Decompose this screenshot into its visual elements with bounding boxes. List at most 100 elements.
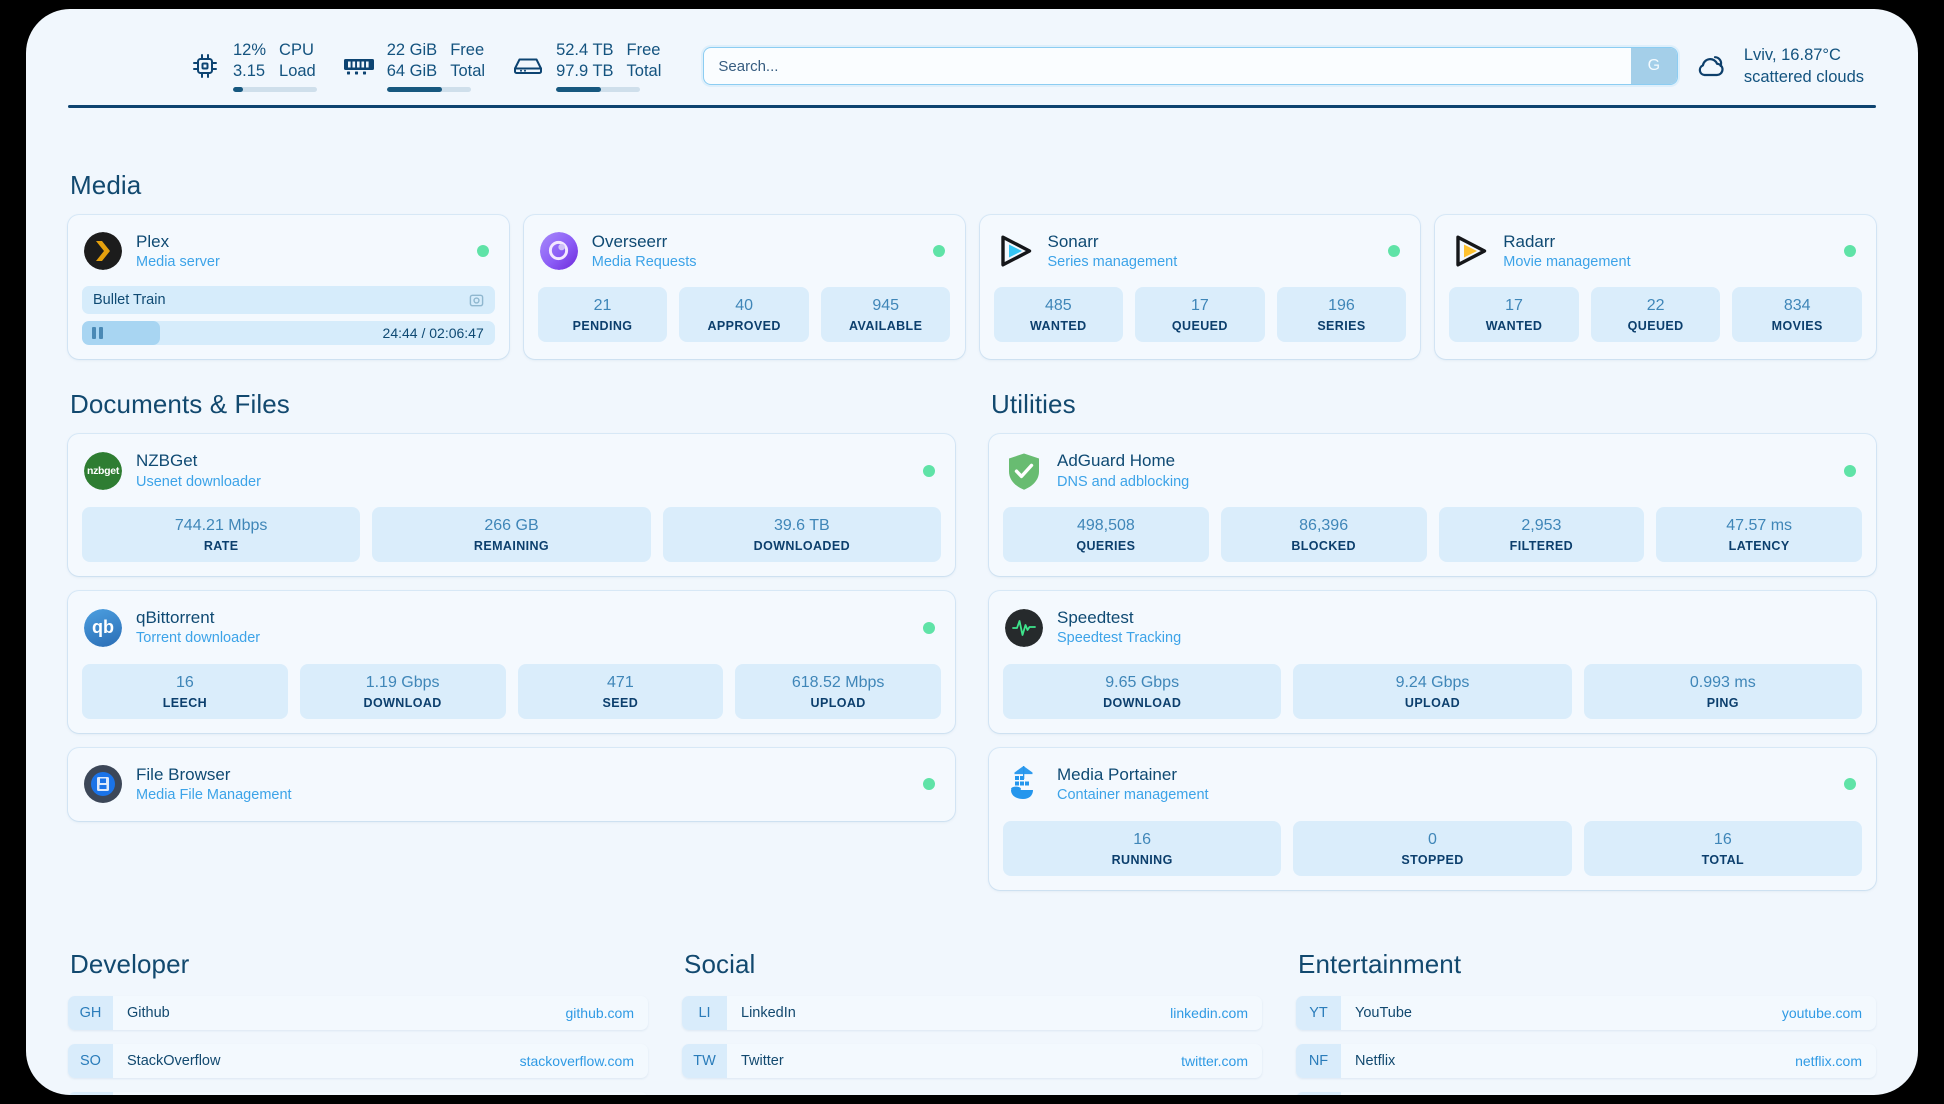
service-stat-label: UPLOAD [1404,695,1461,710]
service-stat[interactable]: 266 GB REMAINING [372,507,651,563]
stat-label-primary: CPU [279,41,314,60]
service-stat[interactable]: 47.57 ms LATENCY [1656,507,1862,563]
overseerr-icon [539,231,578,270]
service-stat-value: 21 [593,297,612,315]
service-stat-label: SEED [602,695,639,710]
service-stat[interactable]: 9.24 Gbps UPLOAD [1293,664,1572,719]
service-stat-label: QUERIES [1076,539,1136,554]
now-playing-progress-bar[interactable]: 24:44 / 02:06:47 [82,321,495,346]
service-card[interactable]: AdGuard Home DNS and adblocking 498,508 … [989,434,1876,577]
service-stat-value: 834 [1783,297,1811,315]
service-stat[interactable]: 21 PENDING [537,287,668,343]
service-card-header: Overseerr Media Requests [538,229,951,274]
service-card[interactable]: Sonarr Series management 485 WANTED 17 Q… [979,214,1421,360]
service-stat[interactable]: 1.19 Gbps DOWNLOAD [299,664,506,719]
service-stats-row: 744.21 Mbps RATE 266 GB REMAINING 39.6 T… [82,507,941,563]
service-card[interactable]: nzbget NZBGet Usenet downloader 744.21 M… [68,434,955,577]
service-stat[interactable]: 618.52 Mbps UPLOAD [735,664,941,719]
service-stat[interactable]: 22 QUEUED [1590,287,1721,343]
search-submit-button[interactable]: G [1630,48,1677,84]
service-subtitle: Media server [136,253,220,270]
service-subtitle: Usenet downloader [136,473,261,490]
bookmark-abbr: DT [68,1091,113,1095]
service-stats-row: 16 LEECH 1.19 Gbps DOWNLOAD 471 SEED 618… [82,664,941,719]
status-indicator-dot [923,464,935,477]
service-card[interactable]: qb qBittorrent Torrent downloader 16 LEE… [68,591,955,733]
service-card-header: Radarr Movie management [1449,229,1862,274]
service-card[interactable]: Radarr Movie management 17 WANTED 22 QUE… [1435,214,1876,360]
service-subtitle: DNS and adblocking [1057,473,1190,490]
service-stat[interactable]: 471 SEED [517,664,724,719]
service-name: AdGuard Home [1057,451,1176,471]
service-card[interactable]: Media Portainer Container management 16 … [989,747,1876,890]
bookmark-link[interactable]: SO StackOverflow stackoverflow.com [68,1043,648,1078]
service-stat-label: WANTED [1485,319,1543,334]
service-stat[interactable]: 16 RUNNING [1003,820,1282,876]
bookmark-link[interactable]: DT DEV dev.to [68,1091,648,1095]
bookmark-link[interactable]: NF Netflix netflix.com [1296,1043,1876,1078]
file-browser-icon [84,765,122,804]
cast-icon[interactable] [469,293,484,308]
service-card[interactable]: Overseerr Media Requests 21 PENDING 40 A… [523,214,965,360]
service-name: Sonarr [1047,231,1099,251]
bookmark-link[interactable]: GH Github github.com [68,995,648,1030]
memory-ram-icon [342,49,376,83]
search-bar[interactable]: G [703,47,1678,85]
service-stat-label: LEECH [162,695,208,710]
service-stat[interactable]: 2,953 FILTERED [1438,507,1645,563]
bookmark-name: Netflix [1355,1052,1396,1069]
bookmark-name: DEV [113,1092,597,1095]
status-indicator-dot [1844,778,1856,791]
bookmark-abbr: GH [68,995,113,1030]
stat-value-primary: 12% [233,41,267,60]
service-stat-value: 2,953 [1521,517,1562,535]
service-stat[interactable]: 17 QUEUED [1135,287,1265,343]
service-stat[interactable]: 39.6 TB DOWNLOADED [662,507,941,563]
pause-icon[interactable] [92,327,103,340]
service-stat-value: 485 [1044,297,1072,315]
service-stat[interactable]: 498,508 QUERIES [1003,507,1209,563]
service-stats-row: 485 WANTED 17 QUEUED 196 SERIES [993,287,1407,343]
sonarr-icon [996,232,1034,270]
service-stat[interactable]: 0 STOPPED [1293,820,1572,876]
bookmark-group-title: Entertainment [1298,948,1462,979]
bookmark-link[interactable]: LI LinkedIn linkedin.com [682,995,1262,1030]
speedtest-pulse-icon [1005,608,1043,647]
service-stat-label: WANTED [1030,319,1087,334]
service-stat[interactable]: 834 MOVIES [1732,287,1862,343]
service-stat-value: 40 [735,297,754,315]
service-stat[interactable]: 16 LEECH [82,664,288,719]
service-card[interactable]: Speedtest Speedtest Tracking 9.65 Gbps D… [989,591,1876,733]
bookmark-link[interactable]: YT YouTube youtube.com [1296,995,1876,1030]
service-stat[interactable]: 945 AVAILABLE [820,287,951,343]
status-indicator-dot [923,621,935,634]
bookmark-name: Reddit [1341,1092,1797,1095]
bookmark-name: LinkedIn [741,1004,796,1021]
service-stat[interactable]: 40 APPROVED [679,287,809,343]
bookmark-name: StackOverflow [127,1052,221,1069]
bookmark-url: twitter.com [1181,1052,1248,1069]
status-indicator-dot [1844,244,1856,257]
stat-value-primary: 52.4 TB [556,41,614,60]
service-stat[interactable]: 16 TOTAL [1583,820,1862,876]
search-input[interactable] [704,48,1631,84]
service-stat[interactable]: 485 WANTED [993,287,1124,343]
bookmark-url: github.com [565,1004,634,1021]
system-stat-memory-ram: 22 GiB 64 GiB Free Total [342,40,485,92]
service-stat[interactable]: 744.21 Mbps RATE [82,507,361,563]
bookmark-link[interactable]: TW Twitter twitter.com [682,1043,1262,1078]
service-stat-label: RATE [203,539,239,554]
service-card[interactable]: Plex Media server Bullet Train 24:44 / 0… [68,214,509,360]
section-title-utilities: Utilities [991,389,1076,420]
service-stat[interactable]: 86,396 BLOCKED [1220,507,1427,563]
nzbget-icon: nzbget [84,451,122,490]
service-stat[interactable]: 17 WANTED [1449,287,1579,343]
service-stat[interactable]: 0.993 ms PING [1583,664,1862,719]
bookmark-link[interactable]: RE Reddit reddit.com [1296,1091,1876,1095]
service-stats-row: 16 RUNNING 0 STOPPED 16 TOTAL [1003,820,1862,876]
service-subtitle: Media Requests [591,253,697,270]
service-card[interactable]: File Browser Media File Management [68,747,955,821]
bookmark-name: YouTube [1355,1004,1412,1021]
service-stat[interactable]: 196 SERIES [1276,287,1407,343]
service-stat[interactable]: 9.65 Gbps DOWNLOAD [1003,664,1282,719]
